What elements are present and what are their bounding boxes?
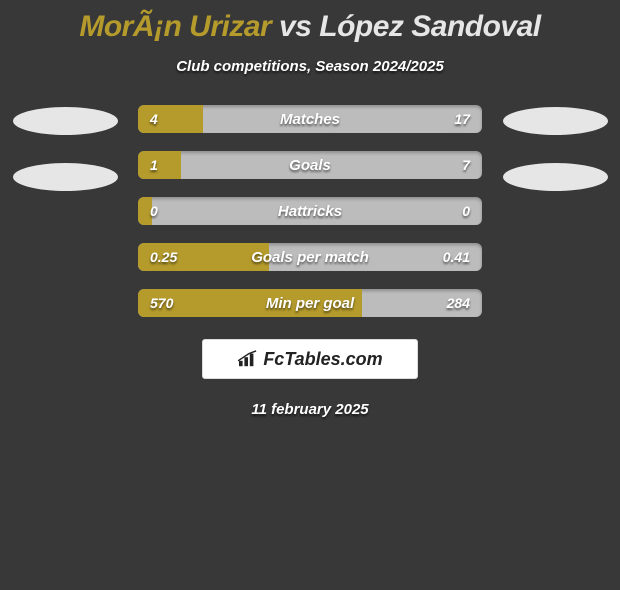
stat-label: Min per goal [138, 289, 482, 317]
stats-section: 4Matches17 1Goals7 0Hattricks0 0.25Goals pe… [10, 105, 610, 317]
stat-right-value: 0.41 [443, 243, 470, 271]
stat-right-value: 17 [454, 105, 470, 133]
stat-label: Goals per match [138, 243, 482, 271]
page-title: MorÃ¡n Urizar vs López Sandoval [10, 10, 610, 44]
stat-bars-column: 4Matches17 1Goals7 0Hattricks0 0.25Goals pe… [138, 105, 482, 317]
team-badge-placeholder [13, 163, 118, 191]
vs-separator: vs [271, 10, 319, 43]
stat-row: 0.25Goals per match0.41 [138, 243, 482, 271]
stat-right-value: 0 [462, 197, 470, 225]
team-badge-placeholder [503, 107, 608, 135]
right-badges-column [500, 105, 610, 191]
stat-right-value: 7 [462, 151, 470, 179]
player1-name: MorÃ¡n Urizar [79, 10, 271, 43]
stat-row: 4Matches17 [138, 105, 482, 133]
team-badge-placeholder [13, 107, 118, 135]
stat-row: 0Hattricks0 [138, 197, 482, 225]
stat-row: 1Goals7 [138, 151, 482, 179]
left-badges-column [10, 105, 120, 191]
date-line: 11 february 2025 [10, 401, 610, 418]
bar-chart-icon [237, 350, 259, 368]
stat-label: Matches [138, 105, 482, 133]
comparison-widget: MorÃ¡n Urizar vs López Sandoval Club com… [0, 10, 620, 418]
player2-name: López Sandoval [319, 10, 540, 43]
stat-row: 570Min per goal284 [138, 289, 482, 317]
team-badge-placeholder [503, 163, 608, 191]
site-logo-text: FcTables.com [263, 349, 382, 370]
stat-label: Hattricks [138, 197, 482, 225]
stat-label: Goals [138, 151, 482, 179]
subtitle: Club competitions, Season 2024/2025 [10, 58, 610, 75]
site-logo[interactable]: FcTables.com [202, 339, 418, 379]
stat-right-value: 284 [447, 289, 470, 317]
